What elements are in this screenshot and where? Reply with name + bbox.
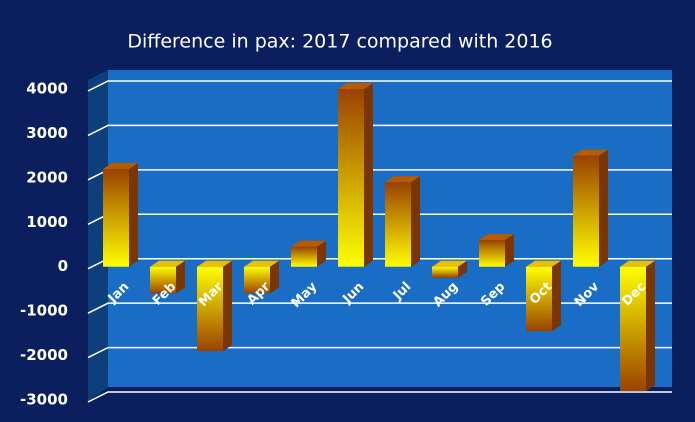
bar-front: [479, 240, 505, 267]
bar-front: [620, 266, 646, 392]
bar-top: [385, 176, 420, 183]
bar-side: [505, 234, 514, 267]
bar-front: [103, 168, 129, 267]
bar-top: [432, 260, 467, 267]
bar-top: [526, 260, 561, 267]
grid-line: [87, 80, 672, 92]
y-tick-label: 2000: [26, 168, 68, 186]
y-tick-label: 0: [58, 257, 68, 275]
bar-side: [364, 83, 373, 267]
bar: [197, 260, 232, 352]
bar-side: [411, 176, 420, 267]
bar: [150, 260, 185, 294]
grid-line: [87, 302, 672, 314]
grid-line: [87, 124, 672, 137]
bar-front: [244, 266, 270, 294]
bar: [479, 234, 514, 267]
bar: [244, 260, 279, 294]
bar-front: [291, 246, 317, 267]
y-tick-label: -3000: [20, 391, 68, 409]
bar-side: [176, 260, 185, 294]
bar-side: [552, 260, 561, 332]
y-tick-label: 3000: [26, 124, 68, 142]
bar-top: [291, 240, 326, 247]
y-tick-label: -2000: [20, 346, 68, 364]
bar-front: [150, 266, 176, 294]
bar-top: [338, 83, 373, 89]
bar: [573, 149, 608, 267]
bar: [620, 260, 655, 392]
bar-side: [317, 240, 326, 267]
bar-front: [385, 182, 411, 267]
bar-front: [197, 266, 223, 352]
bar-top: [103, 162, 138, 169]
bar: [103, 162, 138, 267]
bar-front: [526, 266, 552, 332]
bar-side: [458, 260, 467, 278]
bar: [338, 83, 373, 267]
side-wall: [88, 70, 108, 402]
bar-top: [620, 260, 655, 267]
y-tick-label: 4000: [26, 80, 68, 98]
chart-title: Difference in pax: 2017 compared with 20…: [127, 31, 552, 53]
bar-side: [599, 149, 608, 267]
bar: [385, 176, 420, 267]
bar-front: [573, 155, 599, 267]
grid-line: [87, 346, 672, 359]
bar-front: [338, 89, 364, 267]
bar-top: [150, 260, 185, 267]
bar: [291, 240, 326, 267]
grid-line: [87, 391, 672, 403]
bar-side: [646, 260, 655, 392]
bar: [526, 260, 561, 332]
bar-side: [223, 260, 232, 352]
y-tick-label: -1000: [20, 302, 68, 320]
bar-side: [270, 260, 279, 294]
bar-top: [479, 234, 514, 241]
bar-side: [129, 162, 138, 267]
bar-top: [197, 260, 232, 267]
bar-front: [432, 266, 458, 278]
bar-top: [244, 260, 279, 267]
y-tick-label: 1000: [26, 213, 68, 231]
bar-top: [573, 149, 608, 156]
bar: [432, 260, 467, 278]
